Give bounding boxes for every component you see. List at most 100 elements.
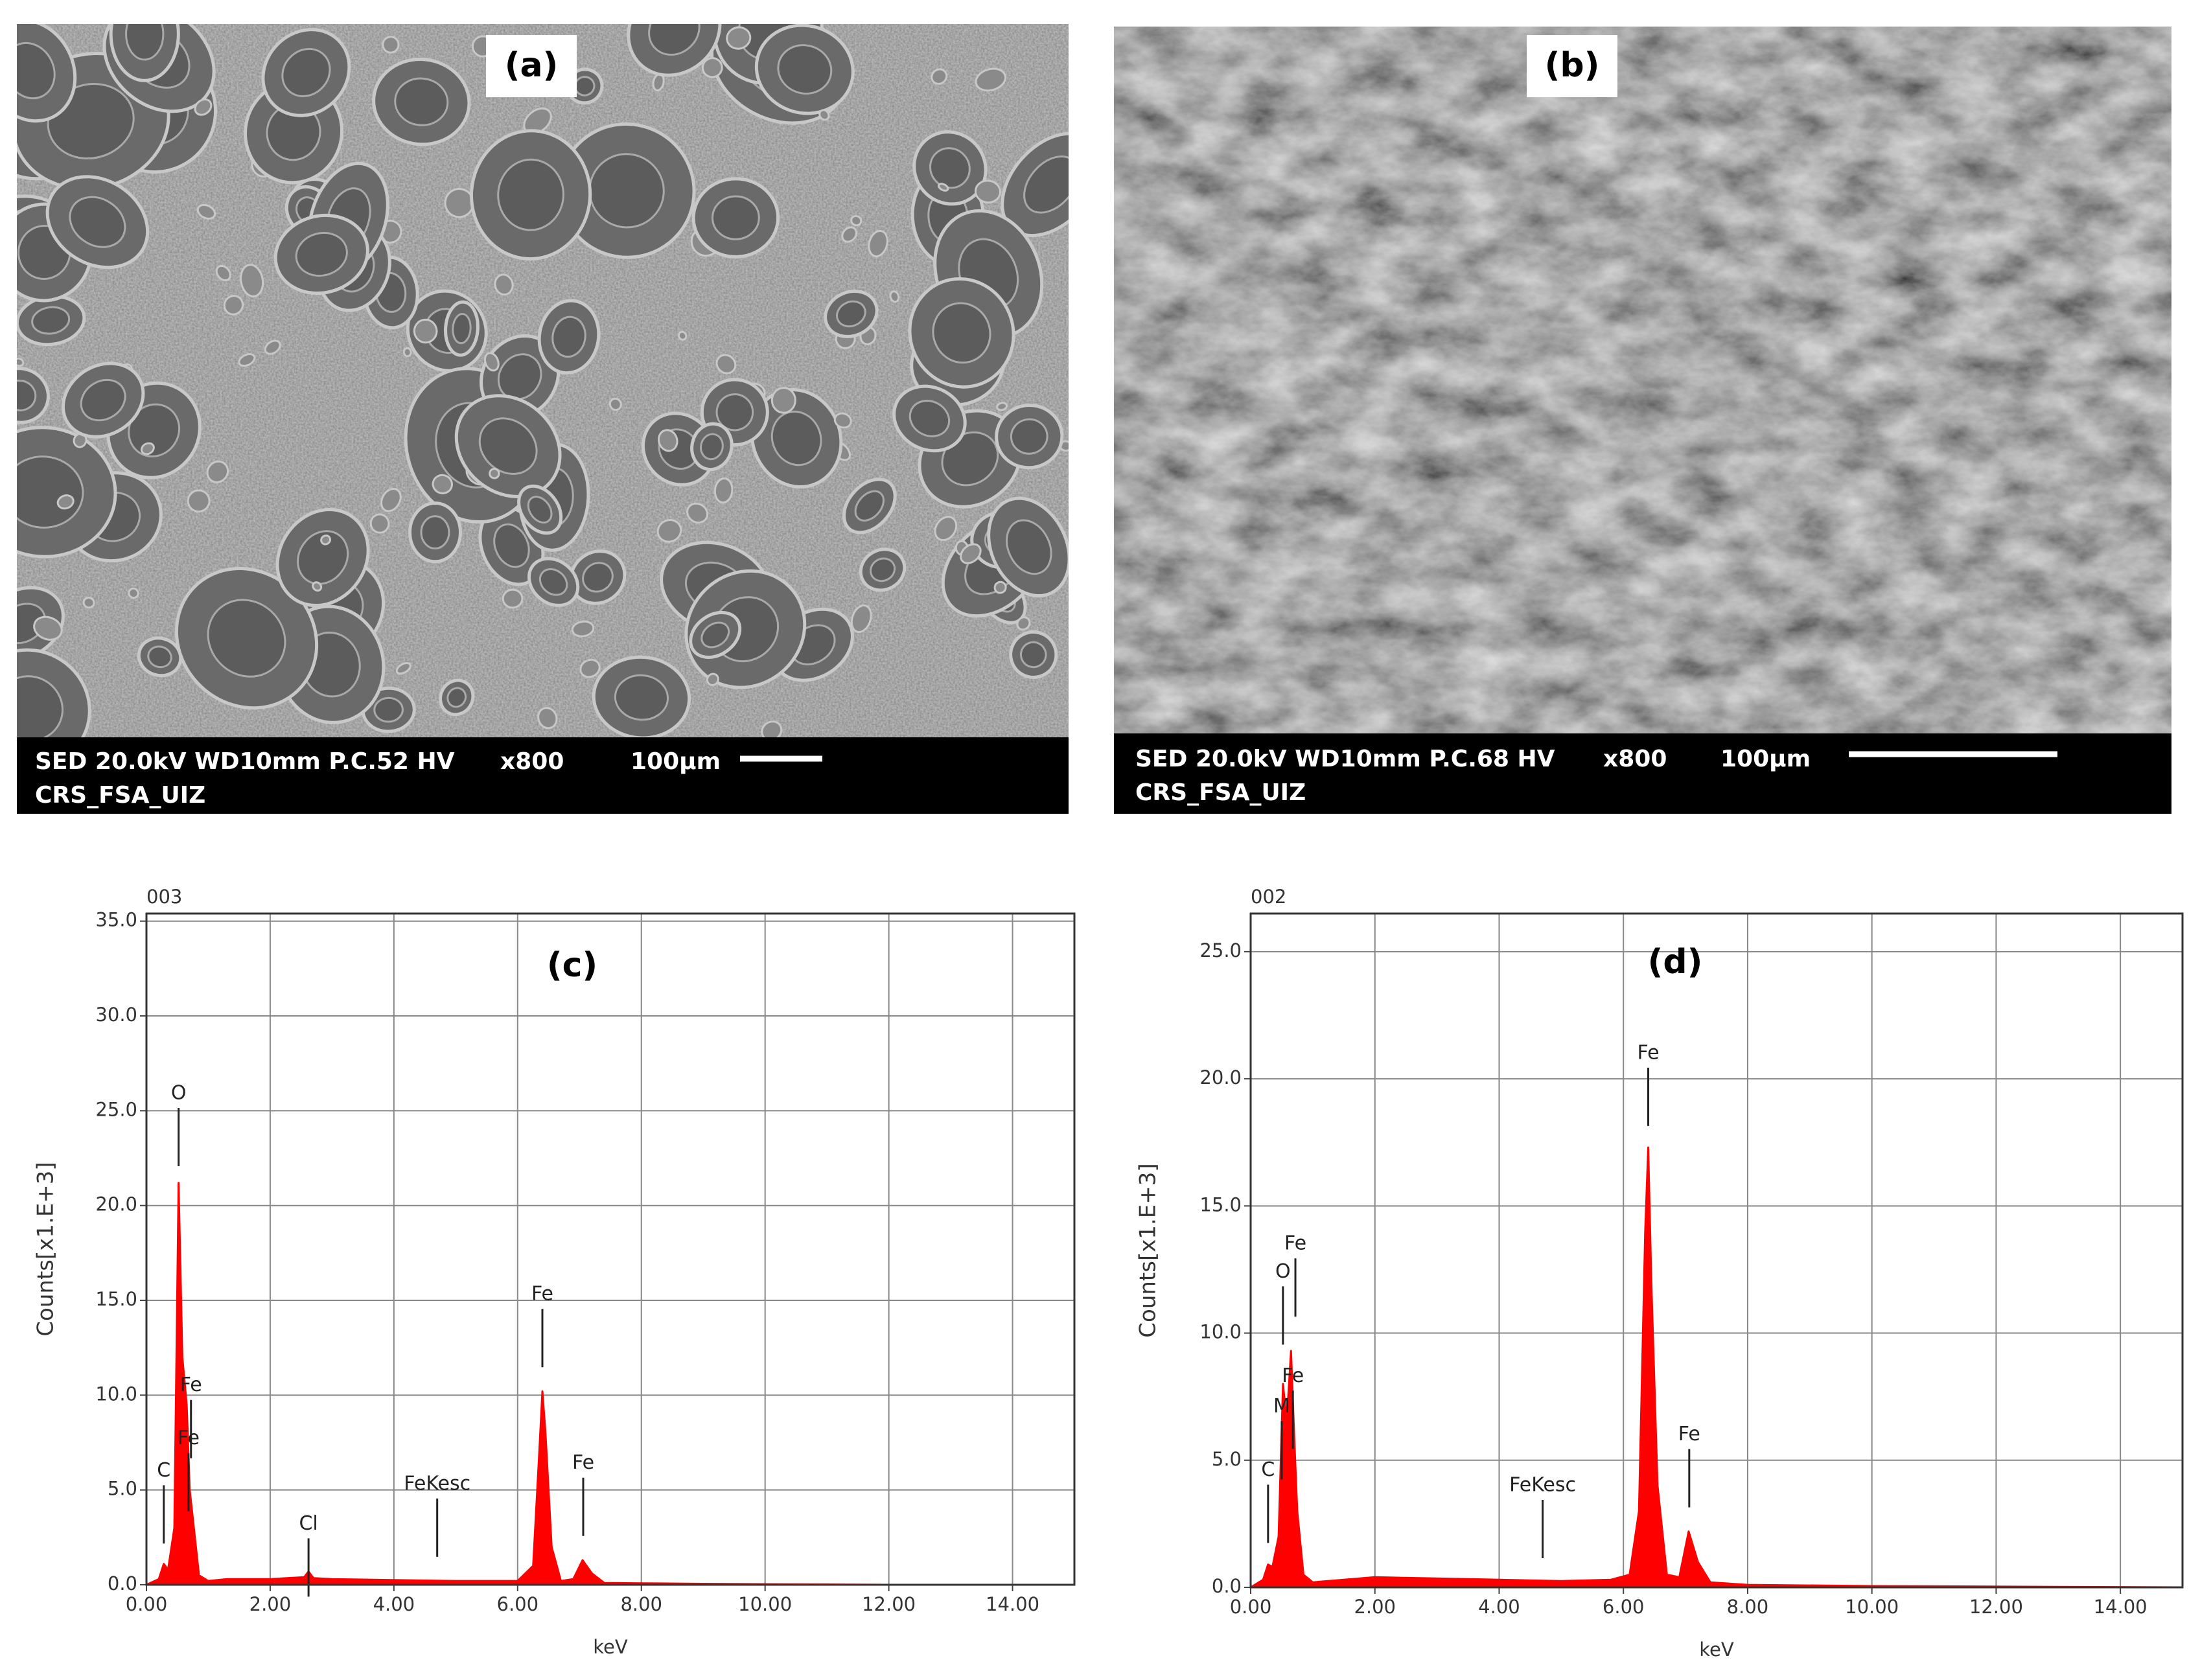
- sem-particle: [701, 57, 723, 78]
- sem-particle-core: [493, 523, 530, 568]
- plot-area: [146, 914, 1074, 1585]
- x-tick-label: 12.00: [1969, 1596, 2023, 1618]
- sem-particle-core: [281, 48, 331, 97]
- sem-particle: [1016, 616, 1031, 631]
- sem-particle: [223, 295, 244, 316]
- sem-particle: [238, 353, 256, 367]
- sem-particle: [818, 109, 830, 121]
- sem-particle-core: [929, 147, 971, 189]
- sem-particle: [975, 67, 1006, 92]
- sem-particle-core: [295, 231, 348, 277]
- sem-particle-core: [854, 490, 885, 522]
- x-tick-label: 4.00: [373, 1593, 415, 1615]
- x-tick-label: 8.00: [1727, 1596, 1769, 1618]
- y-axis-label: Counts[x1.E+3]: [1135, 1163, 1161, 1337]
- sem-particle: [312, 581, 323, 592]
- sem-particle: [382, 36, 400, 54]
- sem-particle-core: [932, 302, 991, 364]
- sem-particle: [993, 581, 1007, 594]
- sem-particle: [974, 179, 1001, 204]
- sem-particle: [128, 587, 139, 599]
- sem-particle: [934, 516, 958, 542]
- sem-lab: CRS_FSA_UIZ: [35, 782, 205, 809]
- spectrum: [1249, 1146, 2184, 1589]
- peak-label: Fe: [1282, 1364, 1304, 1387]
- sem-particle-core: [648, 24, 701, 56]
- x-tick-label: 14.00: [2094, 1596, 2148, 1618]
- sem-particle: [841, 226, 858, 243]
- peak-label: FeKesc: [1509, 1474, 1576, 1497]
- sem-particle: [608, 397, 622, 411]
- sem-particle-core: [17, 41, 56, 100]
- x-tick-label: 12.00: [862, 1593, 916, 1615]
- sem-particle: [413, 318, 438, 344]
- sem-particle: [579, 658, 601, 678]
- sem-particle-core: [31, 306, 71, 335]
- sem-particle: [931, 68, 948, 85]
- peak-label: O: [171, 1082, 187, 1105]
- sem-particle-core: [394, 77, 449, 126]
- sem-particle: [489, 468, 500, 479]
- sem-info-bar: [17, 737, 1069, 814]
- sem-particle-core: [207, 599, 286, 678]
- sem-particle: [82, 597, 95, 609]
- sem-particle: [215, 264, 231, 282]
- sem-particle-core: [147, 645, 172, 669]
- spectrum-id: 002: [1251, 886, 1286, 908]
- y-tick-label: 5.0: [108, 1478, 137, 1500]
- y-tick-label: 35.0: [95, 909, 137, 931]
- sem-particle-core: [836, 300, 866, 328]
- spectrum: [145, 1182, 1076, 1586]
- sem-particle: [494, 273, 514, 296]
- sem-particle-core: [1023, 155, 1069, 214]
- peak-label: FeKesc: [404, 1472, 470, 1495]
- sem-magnification: x800: [500, 748, 564, 775]
- sem-particle-core: [869, 557, 896, 582]
- peak-label: Cl: [299, 1512, 318, 1535]
- y-tick-label: 25.0: [95, 1098, 137, 1120]
- sem-particle: [571, 620, 595, 638]
- y-tick-label: 30.0: [95, 1004, 137, 1026]
- sem-particle: [889, 290, 900, 303]
- sem-particle: [761, 720, 783, 737]
- peak-label: Fe: [1284, 1232, 1306, 1255]
- sem-particle-core: [699, 433, 724, 461]
- sem-particle-core: [1010, 418, 1048, 455]
- sem-particle-core: [588, 153, 665, 229]
- sem-particle-core: [538, 568, 568, 596]
- y-tick-label: 10.0: [95, 1383, 137, 1405]
- sem-particle-core: [17, 379, 37, 411]
- peak-label: Fe: [178, 1427, 200, 1449]
- sem-particle: [686, 502, 709, 524]
- sem-particle-core: [373, 696, 404, 723]
- sem-particle: [194, 98, 213, 116]
- sem-particle-core: [1019, 641, 1047, 669]
- x-tick-label: 2.00: [249, 1593, 292, 1615]
- sem-particle: [833, 412, 852, 429]
- sem-particle-core: [715, 393, 754, 432]
- sem-lab: CRS_FSA_UIZ: [1135, 779, 1306, 806]
- sem-particle-core: [297, 530, 349, 585]
- sem-particle-core: [17, 603, 46, 645]
- sem-particle-core: [909, 400, 951, 437]
- sem-particle: [395, 662, 411, 675]
- sem-particle: [868, 229, 888, 258]
- sem-particle-core: [712, 195, 760, 240]
- sem-info-bar: [1114, 733, 2171, 814]
- sem-particle: [726, 26, 752, 50]
- sem-particle: [240, 264, 264, 297]
- sem-scale: 100µm: [631, 748, 721, 775]
- sem-particle: [264, 339, 281, 355]
- panel-label-box: [486, 35, 577, 97]
- sem-particle-core: [446, 687, 467, 708]
- y-tick-label: 25.0: [1199, 939, 1242, 961]
- sem-particle-core: [452, 313, 472, 345]
- x-tick-label: 6.00: [1603, 1596, 1645, 1618]
- sem-particle-core: [69, 196, 126, 248]
- x-tick-label: 0.00: [1230, 1596, 1272, 1618]
- peak-label: Fe: [531, 1283, 553, 1306]
- sem-particle: [537, 707, 558, 730]
- sem-particle: [996, 402, 1008, 411]
- sem-particle: [140, 442, 155, 455]
